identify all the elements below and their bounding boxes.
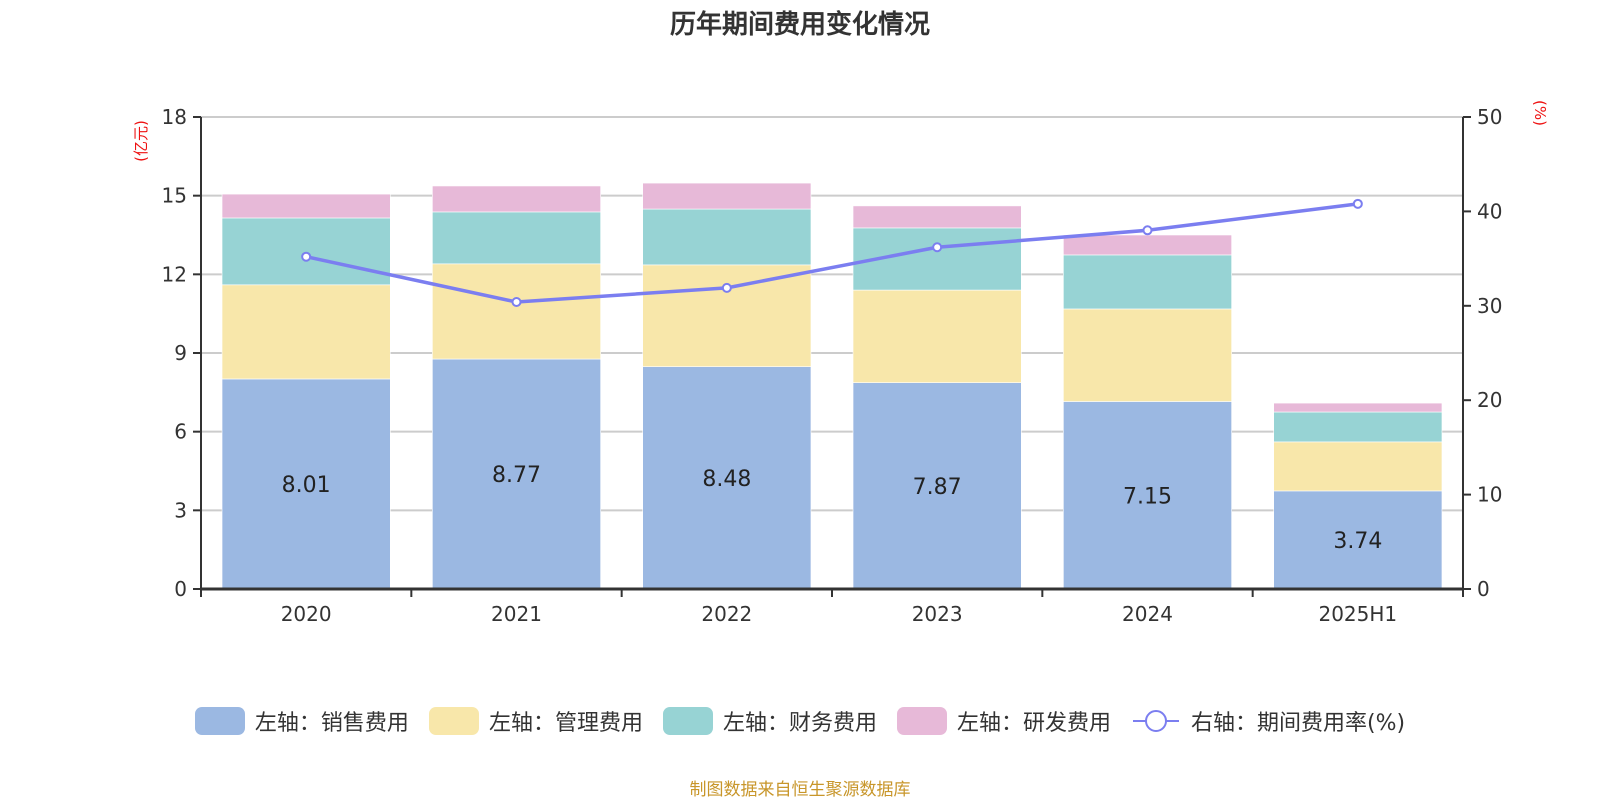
left-tick-label: 12 <box>162 262 187 286</box>
right-tick-label: 20 <box>1477 388 1502 412</box>
bar-segment-1-2024 <box>1063 308 1232 402</box>
bar-segment-1-2022 <box>642 264 812 367</box>
x-tick-label: 2024 <box>1122 602 1173 626</box>
x-tick-label: 2023 <box>912 602 963 626</box>
rate-point-2023 <box>932 242 943 253</box>
bar-data-label: 7.15 <box>1123 484 1172 509</box>
legend-swatch-sales <box>194 707 245 735</box>
left-tick-label: 0 <box>174 577 187 601</box>
bar-data-label: 8.48 <box>702 467 751 492</box>
data-labels: 8.01 8.77 8.48 7.87 7.15 3.74 <box>282 463 1383 554</box>
right-tick-label: 50 <box>1477 105 1502 129</box>
right-axis-unit-label: (%) <box>1531 100 1549 126</box>
bar-segment-1-2020 <box>221 284 391 380</box>
rate-point-2024 <box>1142 225 1153 236</box>
chart-title: 历年期间费用变化情况 <box>669 10 930 40</box>
bar-segment-0-2020 <box>221 378 391 590</box>
bar-segment-2-2021 <box>432 211 601 265</box>
left-tick-label: 6 <box>174 420 187 444</box>
legend-swatch-rd <box>896 707 947 735</box>
rate-point-2020 <box>301 251 312 262</box>
left-tick-label: 3 <box>174 498 187 522</box>
data-source-note: 制图数据来自恒生聚源数据库 <box>689 780 911 800</box>
legend-label-rd: 左轴：研发费用 <box>956 711 1111 736</box>
bar-segment-1-2023 <box>852 289 1022 383</box>
bar-segment-3-2022 <box>642 182 812 210</box>
rate-point-2022 <box>721 282 732 293</box>
left-tick-label: 18 <box>162 105 187 129</box>
rate-point-2025H1 <box>1352 198 1363 209</box>
x-tick-label: 2025H1 <box>1318 602 1397 626</box>
bar-segment-3-2020 <box>221 193 391 219</box>
left-tick-label: 15 <box>162 184 187 208</box>
bar-segment-0-2024 <box>1063 401 1232 590</box>
legend-item-sales[interactable]: 左轴：销售费用 <box>194 705 409 737</box>
legend-label-admin: 左轴：管理费用 <box>488 711 643 736</box>
legend-swatch-admin <box>428 707 479 735</box>
chart-plot: 0 3 6 9 12 15 18 0 10 20 30 40 50 2020 2021 2022 2023 202… <box>132 100 1549 626</box>
bar-segment-2-2022 <box>642 208 812 266</box>
bar-segment-1-2025H1 <box>1273 441 1443 492</box>
bar-segment-1-2021 <box>432 263 601 360</box>
legend-item-finance[interactable]: 左轴：财务费用 <box>662 705 877 737</box>
right-tick-label: 30 <box>1477 294 1502 318</box>
bar-segment-0-2022 <box>642 366 812 590</box>
bar-data-label: 8.01 <box>282 473 331 498</box>
grid-lines <box>201 116 1463 512</box>
left-axis-unit-label: (亿元) <box>132 120 150 162</box>
bar-segment-3-2021 <box>432 185 601 213</box>
axes: 0 3 6 9 12 15 18 0 10 20 30 40 50 2020 2021 2022 2023 202… <box>132 100 1549 626</box>
legend-item-rate[interactable]: 右轴：期间费用率(%) <box>1131 705 1405 737</box>
legend: 左轴：销售费用 左轴：管理费用 左轴：财务费用 左轴：研发费用 右轴：期间费用率… <box>0 705 1600 737</box>
legend-label-finance: 左轴：财务费用 <box>722 711 877 736</box>
bar-data-label: 3.74 <box>1333 529 1382 554</box>
rate-line <box>301 198 1363 308</box>
legend-label-sales: 左轴：销售费用 <box>254 711 409 736</box>
right-tick-label: 40 <box>1477 199 1502 223</box>
x-tick-label: 2021 <box>491 602 542 626</box>
bar-data-label: 7.87 <box>913 475 962 500</box>
legend-label-rate: 右轴：期间费用率(%) <box>1190 711 1406 736</box>
bar-segment-2-2020 <box>221 217 391 286</box>
x-tick-label: 2022 <box>701 602 752 626</box>
right-tick-label: 10 <box>1477 483 1502 507</box>
rate-point-2021 <box>511 297 522 308</box>
bars <box>221 182 1443 590</box>
bar-segment-0-2023 <box>852 382 1022 590</box>
bar-segment-2-2025H1 <box>1273 411 1443 443</box>
bar-data-label: 8.77 <box>492 463 541 488</box>
left-tick-label: 9 <box>174 341 187 365</box>
legend-item-admin[interactable]: 左轴：管理费用 <box>428 705 643 737</box>
legend-swatch-finance <box>662 707 713 735</box>
bar-segment-3-2023 <box>852 205 1022 229</box>
rate-line-path <box>305 202 1359 304</box>
x-tick-label: 2020 <box>281 602 332 626</box>
legend-line-circle-icon <box>1132 710 1179 732</box>
bar-segment-0-2021 <box>432 358 601 590</box>
bar-segment-2-2024 <box>1063 254 1232 310</box>
legend-item-rd[interactable]: 左轴：研发费用 <box>896 705 1111 737</box>
bar-segment-3-2025H1 <box>1273 402 1443 413</box>
right-tick-label: 0 <box>1477 577 1490 601</box>
bar-segment-3-2024 <box>1063 234 1232 256</box>
